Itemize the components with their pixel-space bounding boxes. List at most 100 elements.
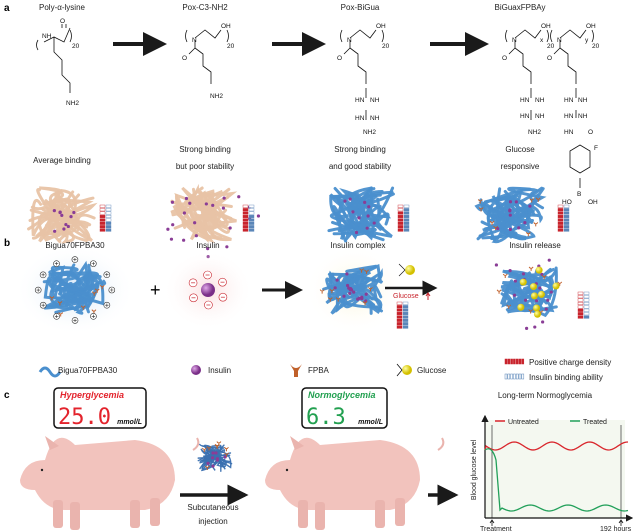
binding-bar-cell [402,322,409,326]
polymer-description: Average binding [33,156,91,165]
chem-label: N [192,37,197,44]
polymer-description: but poor stability [176,162,234,171]
binding-bar-cell [583,302,590,306]
binding-bar-cell [248,225,255,229]
polymer-network [34,256,116,324]
fpba-icon [91,291,97,296]
binding-bar-cell [105,221,112,225]
insulin-dot [535,299,539,303]
pig-leg [70,502,80,530]
fpba-icon [319,289,325,294]
charge-bar-cell [99,228,106,232]
chart-background [485,420,625,518]
insulin-dot [52,209,56,213]
chart-title: Long-term Normoglycemia [498,391,593,400]
chem-label: O [182,55,187,62]
treatment-arrow-icon [489,519,495,526]
insulin-dot [237,195,241,199]
binding-bar-cell [583,308,590,312]
charge-bar-cell [99,204,106,208]
insulin-dot [221,206,225,210]
charge-bar-cell [577,308,584,312]
pig-tail [437,437,445,451]
bond [340,29,384,84]
insulin-dot [211,464,215,468]
insulin-dot [356,297,360,301]
insulin-dot [60,213,64,217]
charge-bar-cell [397,225,404,229]
fpba-icon [57,301,63,306]
polymer-strand [334,190,384,231]
binding-bar-cell [105,214,112,218]
display-frame [53,387,147,429]
binding-bar-cell [563,218,570,222]
fpba-icon [58,312,64,317]
charge-bar-cell [577,305,584,309]
charge-bar-cell [397,204,404,208]
pig-illustration [20,436,200,530]
insulin-dot [184,196,189,201]
insulin-dot [206,461,210,465]
binding-bar-cell [402,318,409,322]
charge-bar-cell [242,214,249,218]
chem-label: O [547,55,552,62]
charge-binding-bars [242,204,255,232]
polymer-strand [47,213,96,244]
fpba-icon [335,297,341,302]
insulin-dot [365,226,369,230]
fpba-icon [478,207,484,212]
binding-bar-icon [510,373,513,380]
fpba-icon [327,297,333,302]
fpba-icon [535,197,541,202]
insulin-dot [225,245,229,249]
insulin-dot [182,238,186,242]
polymer-strand [53,283,95,315]
binding-bar-cell [403,228,410,232]
insulin-dot [182,211,187,215]
binding-bar-cell [105,208,112,212]
binding-bar-cell [403,211,410,215]
charge-bar-cell [577,295,584,299]
charge-bar-icon [510,358,513,365]
binding-bar-cell [583,312,590,316]
insulin-dot [351,210,355,214]
pig-body [20,437,175,510]
charge-binding-bars [557,204,570,232]
glucose-sphere [517,303,525,311]
charge-bar-cell [99,208,106,212]
charge-binding-bars [397,204,410,232]
chem-label: y [585,37,589,44]
glucose-sphere [533,310,541,318]
chem-label: NH [535,97,545,104]
treated-line [484,448,629,512]
charge-bar-cell [557,211,564,215]
charge-bar-cell [397,228,404,232]
charge-bar-cell [396,318,403,322]
legend-item: Glucose [396,363,447,377]
chem-label: OH [376,23,386,30]
charge-binding-bars [99,204,112,232]
end-arrow-icon [618,519,624,526]
display-unit: mmol/L [358,419,383,426]
binding-bar-cell [583,298,590,302]
charge-bar-cell [396,301,403,305]
chem-label: O [588,129,593,136]
charge-bar-cell [242,204,249,208]
chem-label: O [502,55,507,62]
insulin-dot [345,283,350,288]
fpba-icon [533,222,539,227]
binding-bar-cell [105,225,112,229]
fpba-icon [99,284,105,290]
insulin-dot [357,216,361,220]
insulin-dot [222,196,226,200]
chem-label: 20 [592,43,600,50]
bond [530,88,591,188]
insulin-dot [211,203,215,207]
fpba-icon [206,446,212,451]
glucose-sphere [552,282,560,290]
chem-label: NH2 [210,93,223,100]
chem-label: NH [370,97,380,104]
insulin-dot [193,221,197,225]
pig-leg [298,500,308,528]
